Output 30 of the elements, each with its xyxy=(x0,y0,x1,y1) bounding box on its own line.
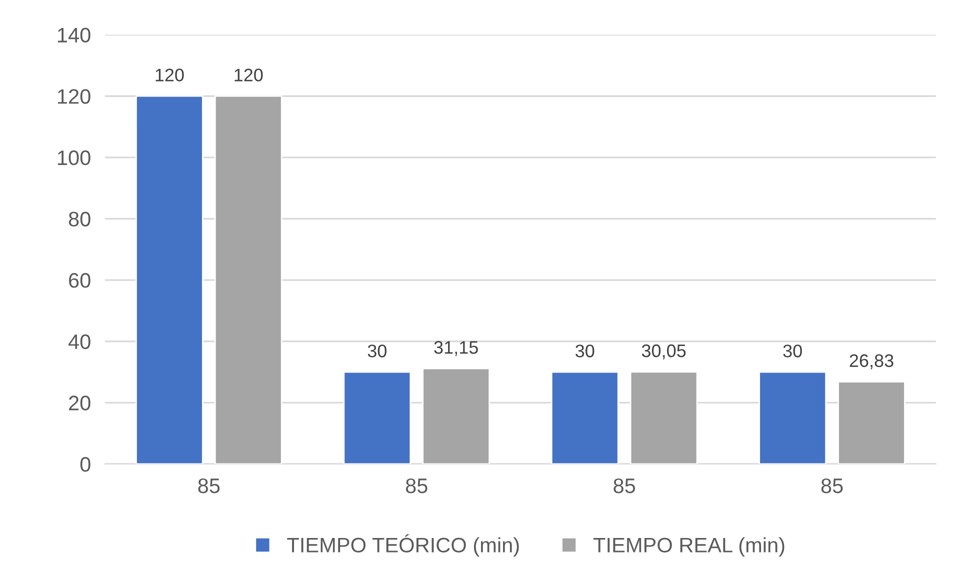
bar xyxy=(630,371,698,464)
x-tick-label: 85 xyxy=(614,478,636,494)
data-label: 30 xyxy=(576,344,594,358)
legend-label: TIEMPO TEÓRICO (min) xyxy=(287,534,519,557)
bar xyxy=(550,371,619,464)
y-tick-label: 60 xyxy=(69,273,90,288)
data-label: 120 xyxy=(156,68,184,82)
data-label: 30 xyxy=(783,344,802,358)
bar xyxy=(136,95,204,464)
legend-label: TIEMPO REAL (min) xyxy=(593,537,784,557)
y-tick-label: 140 xyxy=(58,28,90,43)
bar xyxy=(838,381,906,464)
x-tick-label: 85 xyxy=(821,478,843,494)
y-tick-label: 100 xyxy=(58,150,90,166)
data-label: 31,15 xyxy=(434,341,478,356)
y-tick-label: 80 xyxy=(68,212,90,226)
bar xyxy=(343,371,412,464)
bar xyxy=(214,95,282,464)
x-tick-label: 85 xyxy=(198,478,220,494)
data-label: 26,83 xyxy=(850,354,894,370)
bar xyxy=(758,371,827,464)
x-tick-label: 85 xyxy=(406,478,428,494)
data-label: 30,05 xyxy=(642,344,686,360)
bar xyxy=(422,368,490,464)
y-tick-label: 120 xyxy=(58,89,90,104)
y-tick-label: 40 xyxy=(68,334,90,350)
data-label: 120 xyxy=(234,68,263,82)
y-tick-label: 0 xyxy=(80,457,90,472)
y-tick-label: 20 xyxy=(69,396,90,410)
data-label: 30 xyxy=(368,344,386,358)
